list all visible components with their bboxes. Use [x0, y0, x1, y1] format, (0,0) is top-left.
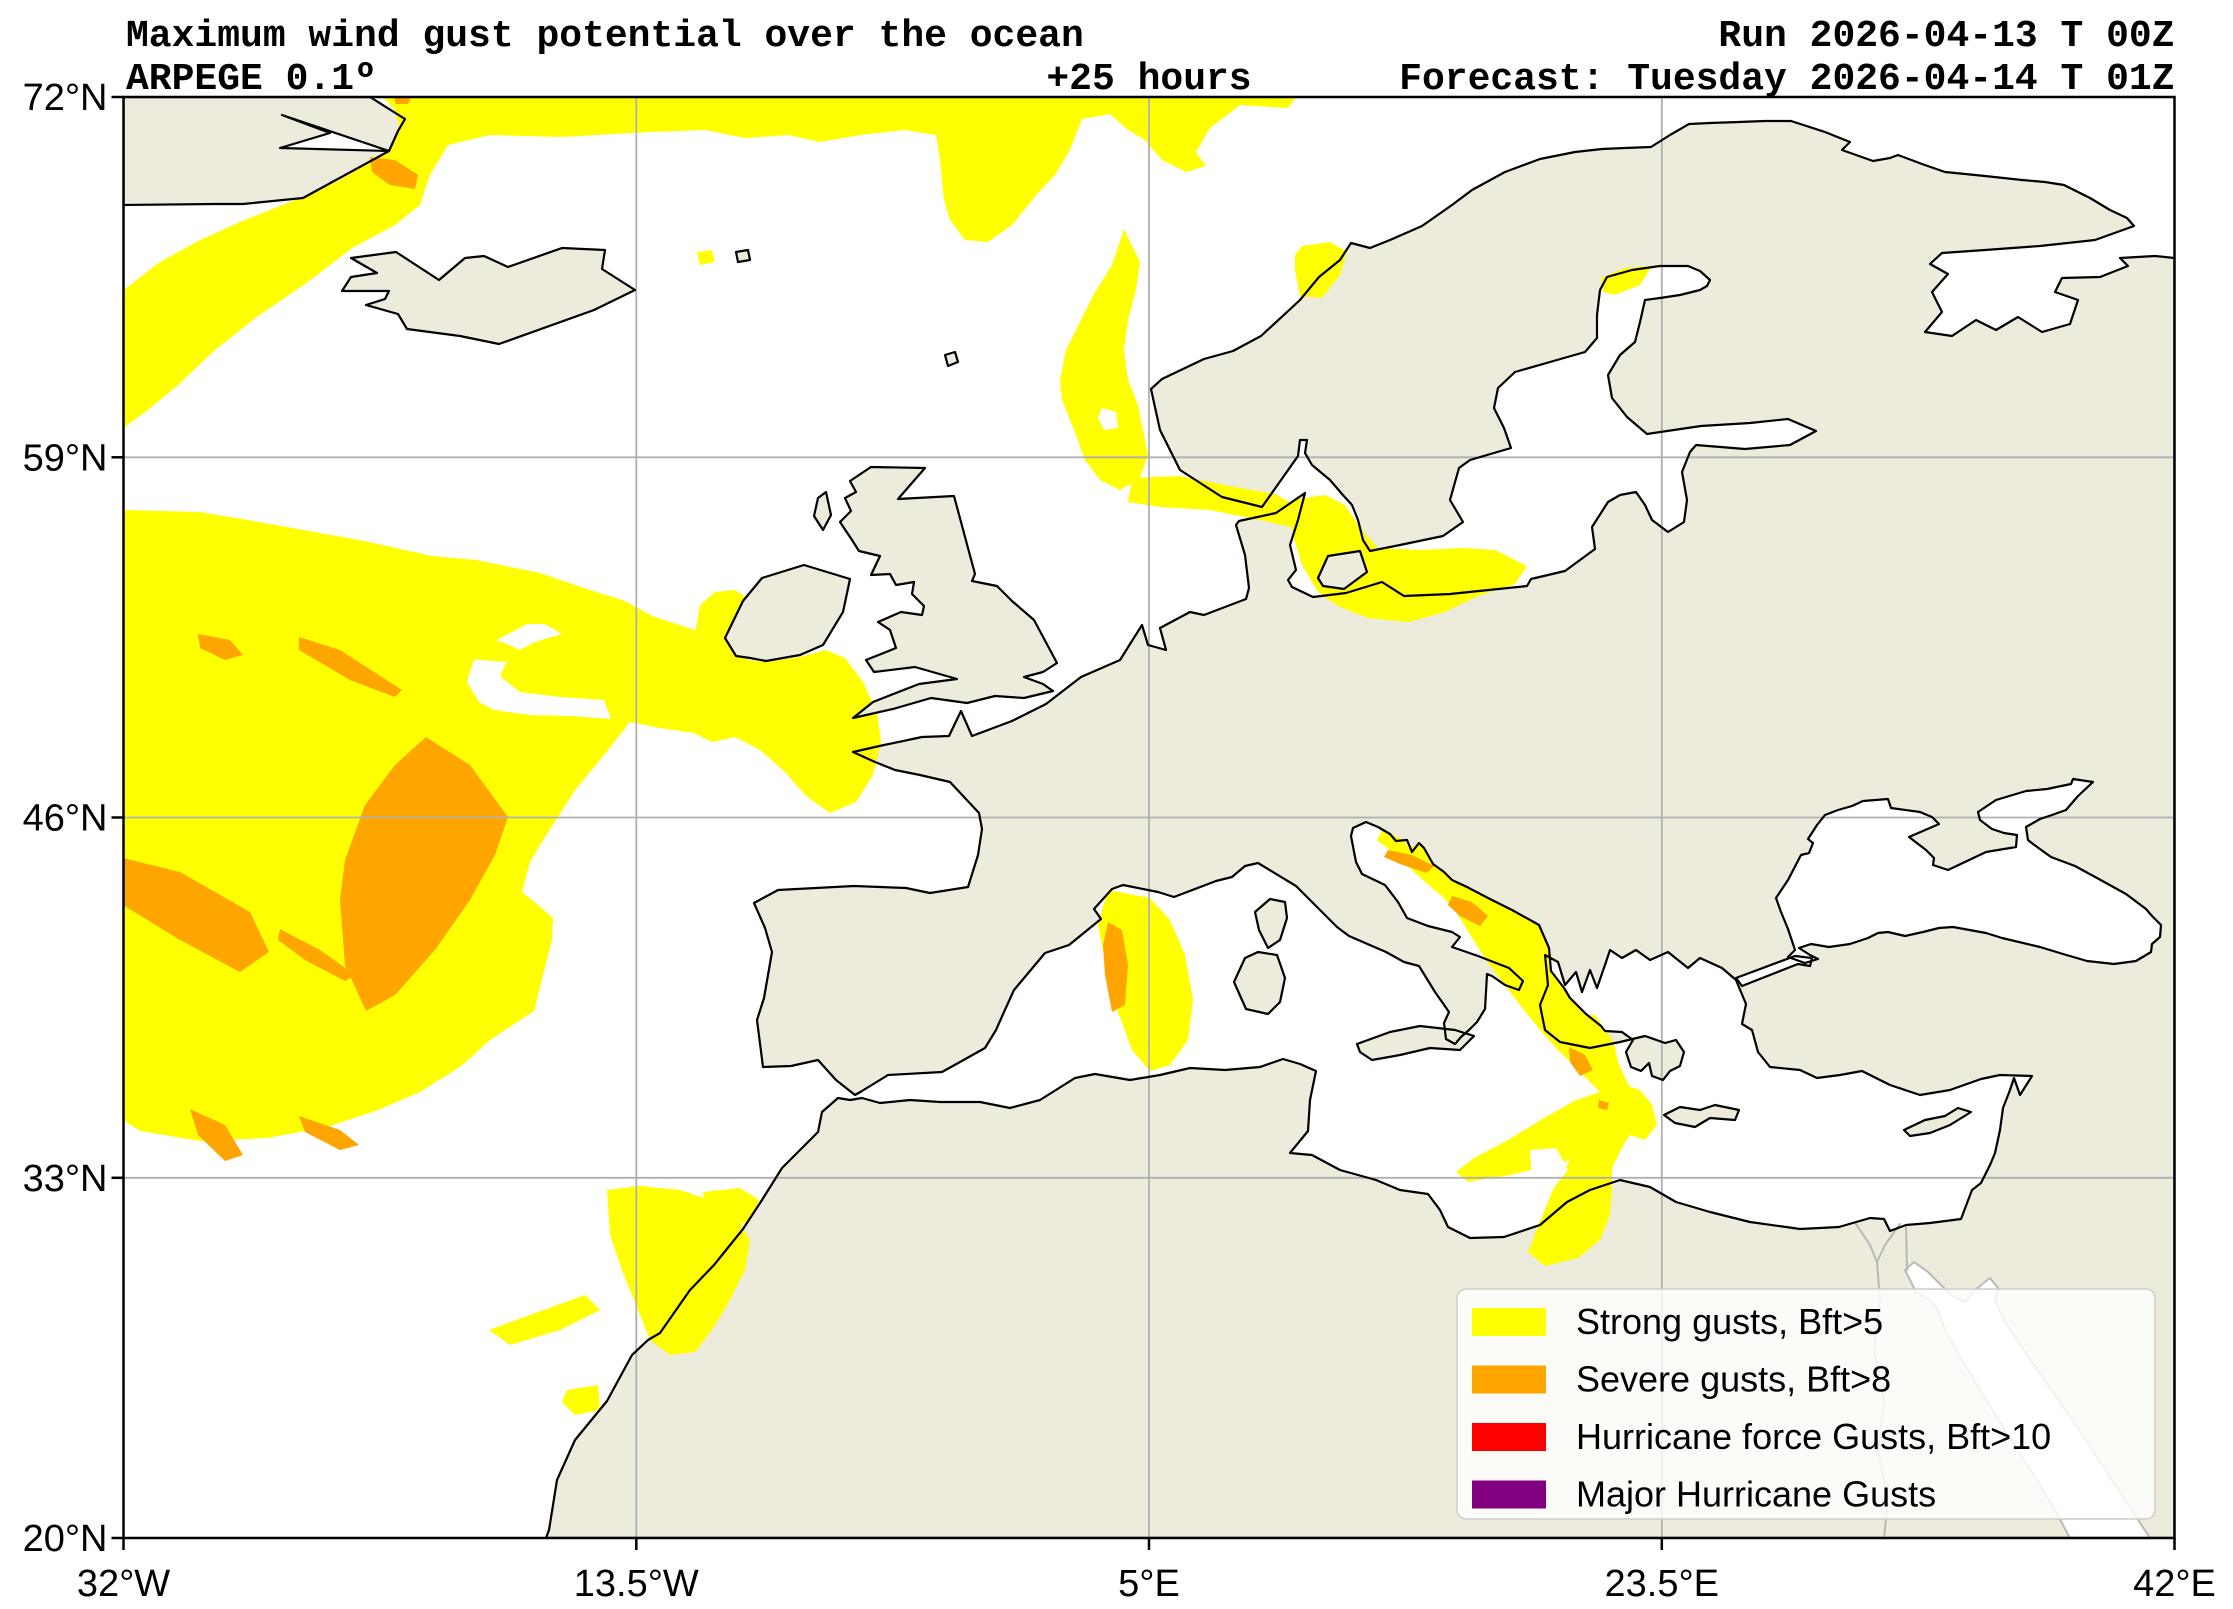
- svg-text:32°W: 32°W: [77, 1563, 170, 1604]
- svg-text:5°E: 5°E: [1118, 1563, 1180, 1604]
- svg-text:33°N: 33°N: [23, 1158, 108, 1200]
- svg-text:Hurricane force Gusts, Bft>10: Hurricane force Gusts, Bft>10: [1576, 1416, 2051, 1457]
- svg-text:46°N: 46°N: [23, 798, 108, 840]
- svg-text:Run 2026-04-13 T 00Z: Run 2026-04-13 T 00Z: [1718, 15, 2174, 58]
- svg-text:Major Hurricane Gusts: Major Hurricane Gusts: [1576, 1474, 1936, 1515]
- svg-text:Maximum wind gust potential ov: Maximum wind gust potential over the oce…: [126, 15, 1084, 58]
- svg-text:13.5°W: 13.5°W: [574, 1563, 699, 1604]
- svg-text:+25 hours: +25 hours: [1046, 58, 1251, 101]
- svg-text:Forecast: Tuesday 2026-04-14 T: Forecast: Tuesday 2026-04-14 T 01Z: [1399, 58, 2174, 101]
- svg-text:20°N: 20°N: [23, 1518, 108, 1560]
- svg-text:Strong gusts, Bft>5: Strong gusts, Bft>5: [1576, 1301, 1883, 1342]
- svg-text:72°N: 72°N: [23, 77, 108, 119]
- svg-text:23.5°E: 23.5°E: [1605, 1563, 1720, 1604]
- svg-text:42°E: 42°E: [2133, 1563, 2216, 1604]
- svg-text:59°N: 59°N: [23, 437, 108, 479]
- svg-text:ARPEGE 0.1º: ARPEGE 0.1º: [126, 58, 377, 101]
- svg-text:Severe gusts, Bft>8: Severe gusts, Bft>8: [1576, 1359, 1891, 1400]
